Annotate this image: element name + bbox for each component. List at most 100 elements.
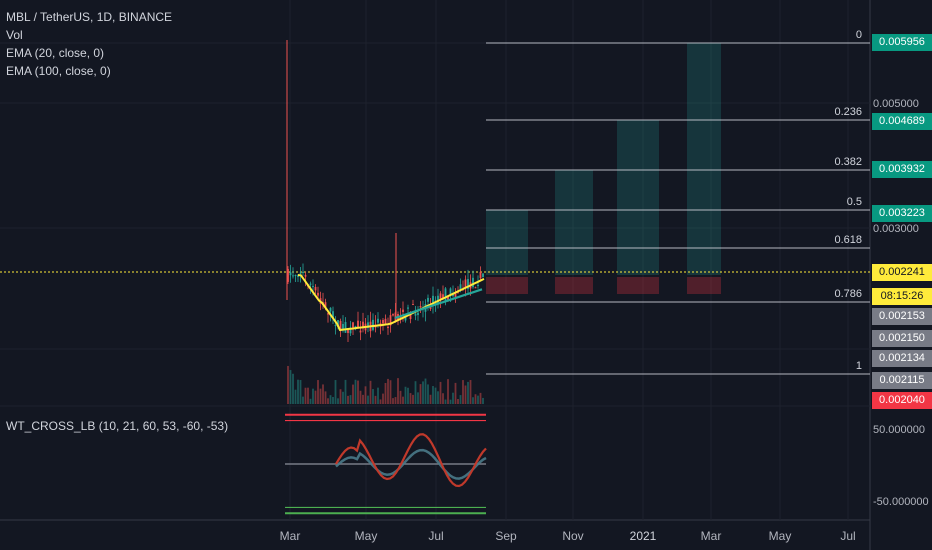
volume-bar — [352, 384, 354, 404]
time-tick-label: Jul — [840, 529, 855, 543]
volume-bar — [382, 393, 384, 404]
volume-bar — [332, 396, 334, 404]
volume-bar — [442, 393, 444, 404]
time-tick-label: Mar — [701, 529, 722, 543]
price-tag: 0.002040 — [872, 392, 932, 409]
price-tag: 0.004689 — [872, 113, 932, 130]
oscillator-title[interactable]: WT_CROSS_LB (10, 21, 60, 53, -60, -53) — [6, 419, 229, 433]
volume-bar — [424, 378, 427, 404]
time-tick-label: May — [769, 529, 792, 543]
projection-box-down — [617, 277, 659, 294]
candle-body — [297, 275, 299, 277]
candle-body — [377, 318, 379, 323]
volume-bar — [407, 387, 409, 404]
ema-100-line — [394, 288, 483, 320]
candle-body — [312, 286, 314, 288]
main-legend: MBL / TetherUS, 1D, BINANCE Vol EMA (20,… — [6, 8, 172, 80]
volume-bar — [399, 390, 402, 404]
volume-bar — [422, 381, 424, 404]
volume-bar — [417, 392, 419, 404]
volume-bar — [369, 380, 372, 404]
candle-body — [359, 330, 362, 333]
volume-bar — [367, 395, 369, 404]
volume-bar — [409, 393, 412, 404]
volume-bar — [472, 397, 474, 404]
volume-bar — [474, 394, 477, 404]
volume-bar — [389, 380, 392, 404]
volume-bar — [334, 380, 337, 404]
candle-body — [332, 311, 334, 319]
volume-bar — [307, 387, 309, 404]
candle-body — [444, 288, 447, 302]
price-tag: 0.005956 — [872, 34, 932, 51]
volume-bar — [317, 380, 319, 404]
symbol-title[interactable]: MBL / TetherUS, 1D, BINANCE — [6, 10, 173, 24]
candle-body — [392, 314, 394, 316]
projection-box-down — [687, 277, 721, 294]
volume-bar — [299, 380, 302, 404]
volume-bar — [397, 378, 399, 404]
volume-bar — [469, 380, 472, 404]
candle-body — [459, 284, 462, 290]
volume-bar — [467, 381, 469, 404]
candle-body — [447, 296, 449, 300]
volume-bar — [394, 397, 397, 404]
candle-body — [362, 321, 364, 329]
volume-bar — [414, 381, 417, 404]
price-tag: 0.003932 — [872, 161, 932, 178]
time-tick-label: May — [355, 529, 378, 543]
legend-ema-100[interactable]: EMA (100, close, 0) — [6, 64, 111, 78]
volume-bar — [374, 395, 377, 404]
volume-bar — [412, 394, 414, 404]
candle-body — [372, 319, 374, 330]
volume-bar — [329, 395, 332, 404]
fib-level-label: 0.382 — [834, 156, 862, 168]
legend-vol[interactable]: Vol — [6, 28, 23, 42]
volume-bar — [462, 380, 464, 404]
wt-main-line — [335, 433, 487, 488]
candle-body — [399, 315, 402, 320]
volume-bar — [459, 395, 462, 404]
volume-bar — [437, 391, 439, 404]
volume-bar — [344, 379, 347, 404]
fib-level-label: 1 — [856, 360, 862, 372]
time-tick-label: Mar — [280, 529, 301, 543]
oscillator-legend[interactable]: WT_CROSS_LB (10, 21, 60, 53, -60, -53) — [6, 417, 228, 435]
volume-bar — [359, 390, 362, 404]
volume-bar — [324, 391, 327, 404]
candle-body — [349, 327, 352, 334]
candle-body — [477, 284, 479, 286]
volume-bar — [337, 398, 339, 404]
volume-bar — [432, 386, 434, 404]
volume-bar — [314, 390, 317, 404]
legend-ema-20[interactable]: EMA (20, close, 0) — [6, 46, 105, 60]
candle-body — [314, 287, 317, 291]
candle-body — [419, 306, 422, 308]
wt-signal-line — [335, 448, 487, 480]
candle-body — [352, 322, 354, 328]
volume-bar — [404, 386, 407, 404]
volume-bar — [477, 395, 479, 404]
price-axis-label: 0.005000 — [873, 98, 919, 110]
volume-bar — [429, 394, 432, 404]
candle-body — [367, 322, 369, 328]
price-tag: 08:15:26 — [872, 288, 932, 305]
volume-bar — [377, 387, 379, 404]
candle-body — [449, 288, 452, 296]
volume-bar — [379, 399, 382, 404]
candle-body — [474, 287, 477, 289]
volume-bar — [304, 387, 307, 404]
projection-box-down — [486, 277, 528, 294]
volume-bar — [302, 396, 304, 404]
projection-box-up — [486, 210, 528, 275]
volume-bar — [482, 397, 484, 404]
candle-body — [442, 294, 444, 300]
candle-body — [427, 297, 429, 302]
volume-bar — [349, 395, 352, 404]
candle-body — [439, 293, 442, 300]
price-tag: 0.003223 — [872, 205, 932, 222]
price-tag: 0.002134 — [872, 350, 932, 367]
